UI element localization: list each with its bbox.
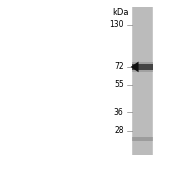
Text: 72: 72 bbox=[114, 62, 124, 71]
Text: 55: 55 bbox=[114, 80, 124, 89]
Bar bbox=[133, 7, 152, 155]
Polygon shape bbox=[131, 62, 139, 72]
Text: 36: 36 bbox=[114, 108, 124, 117]
Bar bbox=[132, 137, 153, 141]
Bar bbox=[132, 62, 153, 72]
Text: kDa: kDa bbox=[112, 8, 129, 17]
Bar bbox=[132, 7, 153, 155]
Bar bbox=[132, 64, 153, 70]
Text: 130: 130 bbox=[109, 20, 124, 30]
Text: 28: 28 bbox=[114, 126, 124, 135]
